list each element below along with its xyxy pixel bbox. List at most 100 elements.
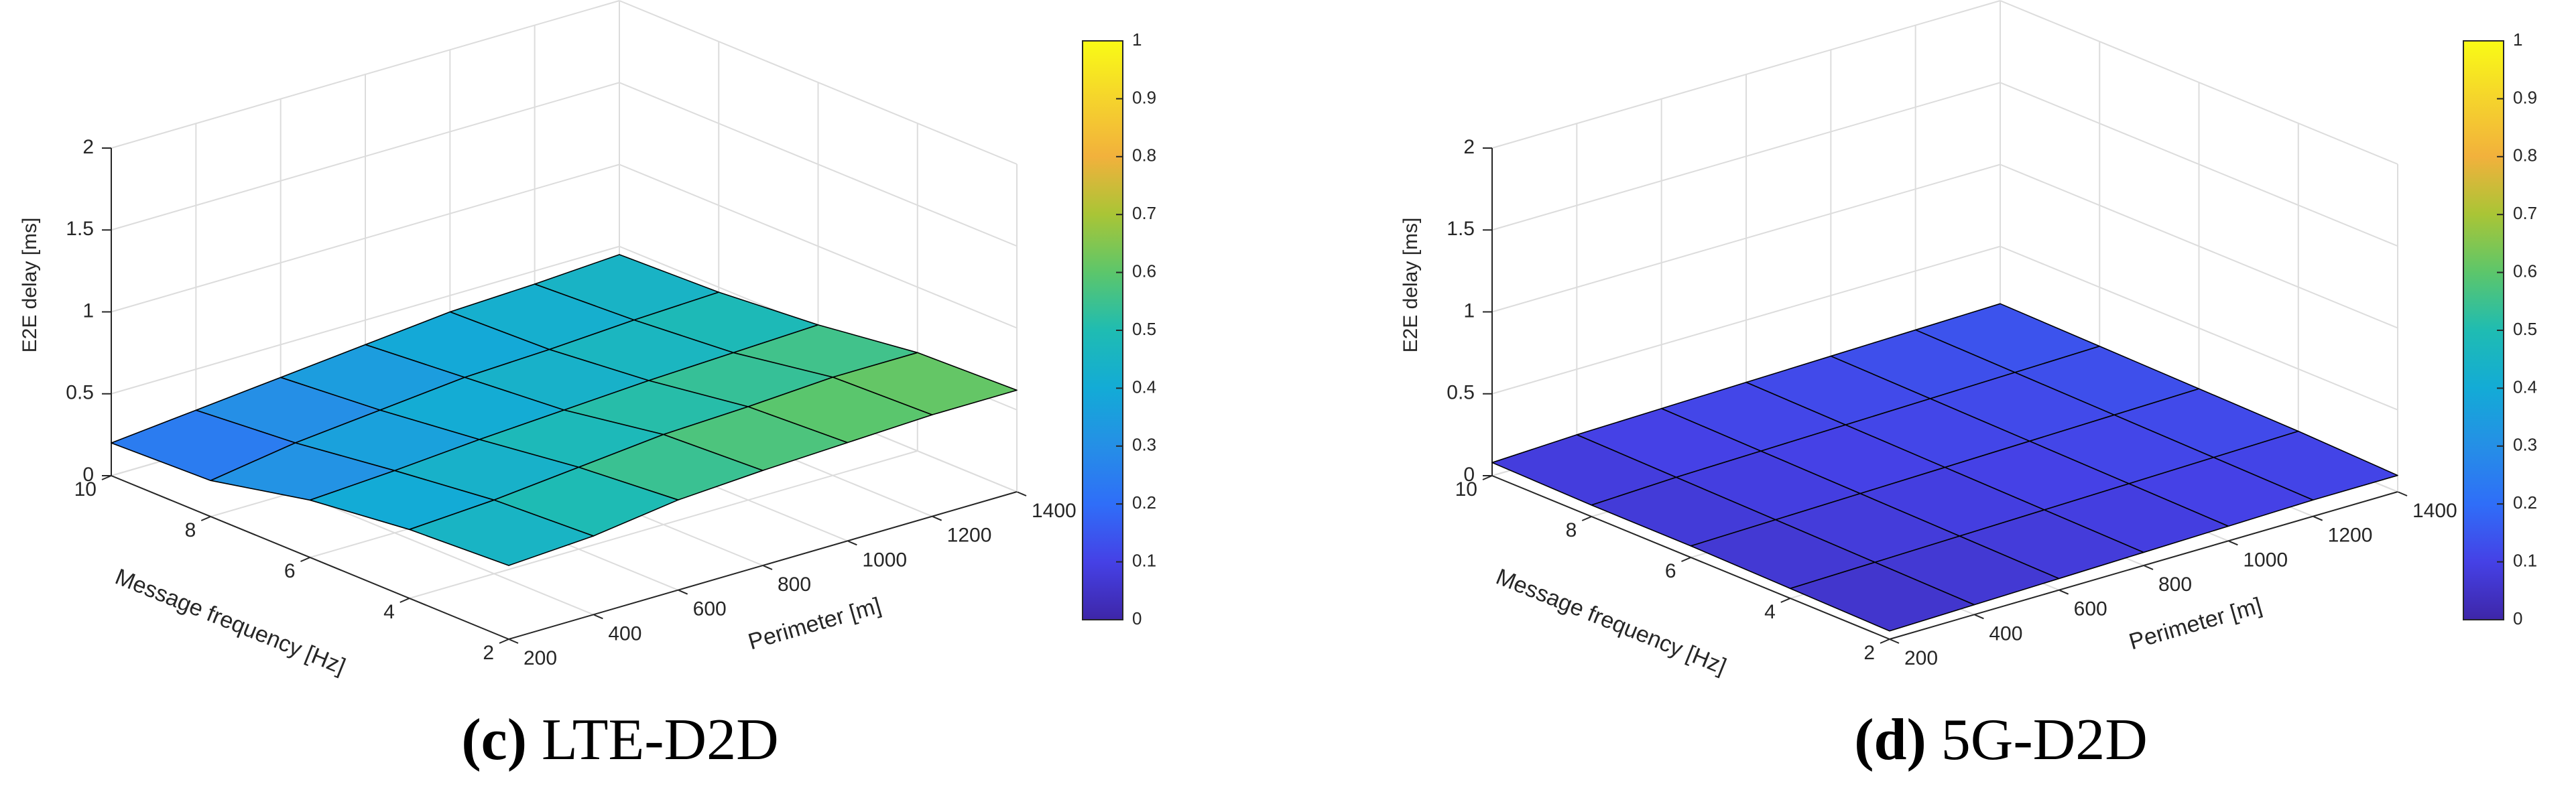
- tick-mark: [1681, 557, 1691, 562]
- x-tick-label: 1200: [947, 525, 992, 547]
- y-tick-label: 8: [1566, 519, 1577, 541]
- grid-line: [111, 245, 620, 395]
- y-tick-label: 10: [1455, 478, 1477, 500]
- colorbar-tick-label: 0.1: [1132, 550, 1156, 570]
- y-tick-label: 10: [74, 478, 97, 500]
- tick-mark: [1973, 614, 1984, 620]
- x-axis: [508, 491, 1018, 640]
- tick-mark: [400, 598, 410, 603]
- grid-line: [1491, 0, 2001, 149]
- y-axis-label: Message frequency [Hz]: [112, 564, 349, 680]
- tick-mark: [2313, 515, 2323, 521]
- grid-line: [619, 82, 1018, 247]
- tick-mark: [2143, 565, 2154, 570]
- z-axis-label: E2E delay [ms]: [1400, 218, 1422, 353]
- colorbar-tick-label: 0.1: [2513, 550, 2537, 570]
- colorbar-tick-label: 0.2: [2513, 492, 2537, 513]
- colorbar-tick-label: 0: [2513, 608, 2522, 628]
- caption-text: LTE-D2D: [542, 708, 779, 773]
- grid-line: [2000, 0, 2398, 165]
- colorbar-tick-label: 0.5: [2513, 319, 2537, 339]
- colorbar-tick-label: 0.6: [1132, 261, 1156, 281]
- tick-mark: [932, 515, 942, 521]
- z-tick-label: 1.5: [1447, 218, 1475, 240]
- colorbar-tick-label: 0: [1132, 608, 1142, 628]
- y-axis-label: Message frequency [Hz]: [1493, 564, 1730, 680]
- grid-line: [111, 82, 620, 231]
- y-tick-label: 6: [284, 560, 296, 582]
- grid-line: [619, 0, 1018, 165]
- z-tick-label: 0: [82, 464, 94, 486]
- colorbar-tick-label: 0.7: [2513, 203, 2537, 223]
- tick-mark: [678, 589, 688, 595]
- z-tick-label: 2: [82, 136, 94, 158]
- x-tick-label: 400: [608, 622, 641, 645]
- x-tick-label: 200: [524, 647, 557, 669]
- caption-label: (d): [1854, 708, 1926, 773]
- surface-face: [408, 499, 595, 566]
- tick-mark: [300, 557, 310, 562]
- y-tick-label: 4: [1764, 601, 1776, 623]
- grid-line: [2000, 163, 2398, 329]
- colorbar-tick-label: 0.5: [1132, 319, 1156, 339]
- x-tick-label: 400: [1989, 622, 2022, 645]
- colorbar-tick-label: 0.3: [2513, 435, 2537, 455]
- colorbar-tick-label: 0.4: [2513, 377, 2537, 397]
- grid-line: [111, 0, 620, 149]
- colorbar-tick-label: 0.3: [1132, 435, 1156, 455]
- z-tick-label: 2: [1463, 136, 1475, 158]
- caption: (c) LTE-D2D: [461, 708, 778, 773]
- x-tick-label: 200: [1904, 647, 1938, 669]
- colorbar-tick-label: 0.6: [2513, 261, 2537, 281]
- tick-mark: [1880, 639, 1890, 644]
- tick-mark: [200, 516, 211, 521]
- tick-mark: [1889, 639, 1900, 644]
- z-tick-label: 1: [1463, 299, 1475, 322]
- colorbar-tick-label: 1: [2513, 29, 2522, 50]
- colorbar-tick-label: 0.9: [1132, 87, 1156, 107]
- x-tick-label: 1400: [1032, 500, 1077, 522]
- grid-line: [619, 163, 1018, 329]
- tick-mark: [2059, 589, 2069, 595]
- grid-line: [111, 163, 620, 313]
- tick-mark: [593, 614, 603, 620]
- caption-text: 5G-D2D: [1941, 708, 2148, 773]
- grid-line: [1491, 82, 2001, 231]
- colorbar-tick-label: 0.9: [2513, 87, 2537, 107]
- z-tick-label: 1.5: [66, 218, 94, 240]
- z-tick-label: 0: [1463, 464, 1475, 486]
- x-tick-label: 800: [2158, 574, 2192, 596]
- x-tick-label: 1000: [2243, 549, 2288, 571]
- z-axis-label: E2E delay [ms]: [19, 218, 41, 353]
- x-tick-label: 600: [2074, 598, 2107, 620]
- tick-mark: [2397, 491, 2408, 496]
- colorbar-tick-label: 1: [1132, 29, 1142, 50]
- grid-line: [1491, 245, 2001, 395]
- tick-mark: [1581, 516, 1592, 521]
- y-tick-label: 6: [1665, 560, 1676, 582]
- y-axis: [1491, 475, 1890, 640]
- z-tick-label: 0.5: [1447, 382, 1475, 404]
- tick-mark: [499, 639, 509, 644]
- tick-mark: [1780, 598, 1791, 603]
- y-tick-label: 4: [383, 601, 395, 623]
- tick-mark: [1016, 491, 1027, 496]
- x-axis: [1889, 491, 2398, 640]
- colorbar-tick-label: 0.4: [1132, 377, 1156, 397]
- y-axis: [111, 475, 509, 640]
- grid-line: [1491, 163, 2001, 313]
- y-tick-label: 8: [185, 519, 196, 541]
- caption-label: (c): [461, 708, 527, 773]
- z-tick-label: 0.5: [66, 382, 94, 404]
- grid-line: [2000, 245, 2398, 411]
- colorbar-tick-label: 0.2: [1132, 492, 1156, 513]
- x-tick-label: 1200: [2328, 525, 2373, 547]
- tick-mark: [508, 639, 519, 644]
- y-tick-label: 2: [483, 642, 494, 664]
- y-tick-label: 2: [1863, 642, 1875, 664]
- x-tick-label: 1000: [862, 549, 907, 571]
- x-axis-label: Perimeter [m]: [2126, 593, 2265, 655]
- x-tick-label: 800: [778, 574, 811, 596]
- x-tick-label: 1400: [2412, 500, 2457, 522]
